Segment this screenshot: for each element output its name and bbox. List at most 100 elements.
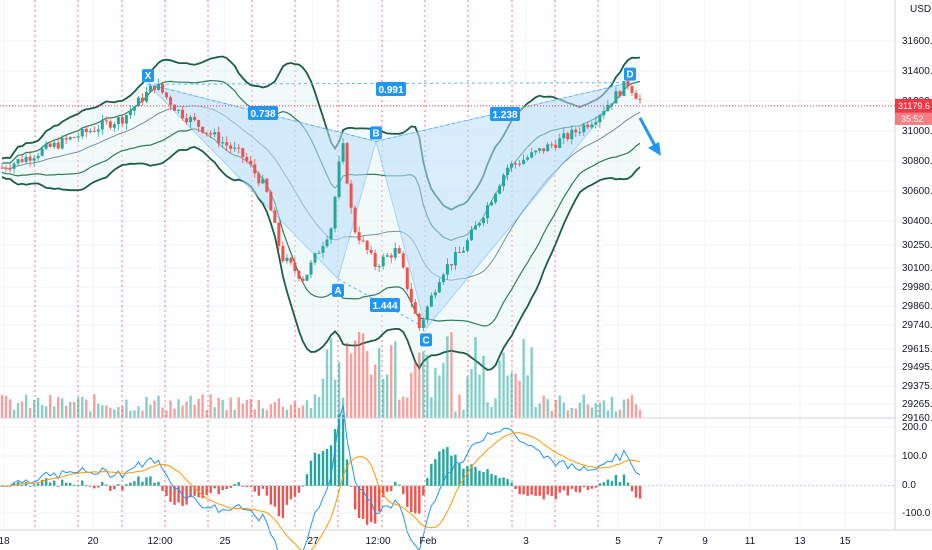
candle-body xyxy=(161,84,165,93)
candle-body xyxy=(401,253,405,268)
candle-body xyxy=(558,138,562,148)
volume-bar xyxy=(390,345,393,418)
volume-bar xyxy=(277,398,281,418)
histogram-bar xyxy=(77,484,80,486)
histogram-bar xyxy=(410,485,413,513)
volume-bar xyxy=(137,406,140,418)
point-label-x: X xyxy=(145,71,152,82)
candle-body xyxy=(490,202,494,206)
volume-bar xyxy=(181,405,184,418)
volume-bar xyxy=(630,394,634,418)
candle-body xyxy=(465,240,469,251)
candle-body xyxy=(630,86,634,93)
pattern-points[interactable]: X A B C D xyxy=(142,67,636,347)
candle-body xyxy=(273,210,277,223)
histogram-bar xyxy=(133,481,136,486)
candle-body xyxy=(357,232,361,241)
volume-bar xyxy=(462,409,465,418)
candle-body xyxy=(24,156,28,163)
candle-body xyxy=(181,109,185,119)
time-tick-label: 7 xyxy=(657,536,663,547)
volume-bar xyxy=(450,332,453,418)
volume-bar xyxy=(117,407,120,418)
histogram-bar xyxy=(60,479,64,486)
histogram-bar xyxy=(249,485,252,487)
histogram-bar xyxy=(514,485,517,490)
projection-arrow-head xyxy=(648,141,661,156)
candle-body xyxy=(586,124,590,128)
candle-body xyxy=(393,248,397,258)
price-tick-label: 31600.0 xyxy=(902,36,932,47)
histogram-bar xyxy=(474,466,477,486)
candle-body xyxy=(546,144,550,152)
volume-bar xyxy=(229,397,232,418)
histogram-bar xyxy=(426,477,429,486)
histogram-bar xyxy=(185,485,188,505)
candle-body xyxy=(622,81,626,97)
histogram-bar xyxy=(113,485,116,490)
volume-bar xyxy=(0,394,4,418)
candle-body xyxy=(88,130,92,133)
histogram-bar xyxy=(313,452,317,486)
histogram-bar xyxy=(365,485,369,525)
candle-body xyxy=(429,295,433,307)
pattern-ratio-line xyxy=(375,82,631,142)
volume-bar xyxy=(333,379,337,418)
volume-bar xyxy=(4,396,8,418)
histogram-bar xyxy=(269,485,273,505)
volume-bar xyxy=(125,399,128,418)
candle-body xyxy=(502,175,506,187)
histogram-bar xyxy=(305,474,309,486)
candle-body xyxy=(610,103,614,105)
volume-bar xyxy=(349,353,353,418)
histogram-bar xyxy=(442,449,445,486)
volume-bar xyxy=(626,398,630,418)
candle-body xyxy=(0,167,4,169)
candle-body xyxy=(453,252,457,266)
price-tick-label: 29860.0 xyxy=(902,301,932,312)
volume-bar xyxy=(201,394,204,418)
candle-body xyxy=(461,250,465,253)
candle-body xyxy=(285,257,289,262)
currency-label: USD xyxy=(910,4,931,15)
volume-bar xyxy=(185,401,188,418)
volume-bar xyxy=(602,400,606,418)
candle-body xyxy=(165,92,169,98)
volume-bar xyxy=(97,403,100,418)
candle-body xyxy=(305,274,309,281)
candle-body xyxy=(104,120,108,122)
histogram-bar xyxy=(510,482,513,486)
volume-bar xyxy=(614,411,618,418)
candle-body xyxy=(72,137,76,139)
candle-body xyxy=(221,142,225,144)
candle-body xyxy=(185,118,189,123)
candle-body xyxy=(112,124,116,128)
histogram-bar xyxy=(462,468,465,486)
histogram-bar xyxy=(498,478,501,486)
histogram-bar xyxy=(173,485,176,505)
histogram-bar xyxy=(566,485,569,496)
candle-body xyxy=(193,117,197,121)
volume-bar xyxy=(81,396,84,418)
volume-bar xyxy=(317,397,321,418)
last-price-value: 31179.6 xyxy=(898,101,930,111)
volume-bar xyxy=(221,400,224,418)
volume-bar xyxy=(554,399,557,418)
histogram-bar xyxy=(534,485,537,496)
histogram-bar xyxy=(394,481,397,486)
volume-bar xyxy=(44,406,48,418)
volume-bar xyxy=(558,395,561,418)
volume-bar xyxy=(353,340,357,418)
volume-bar xyxy=(578,402,582,418)
volume-bar xyxy=(586,404,590,418)
candle-body xyxy=(293,262,297,272)
histogram-bar xyxy=(321,450,325,486)
oscillator-tick-label: 100.0 xyxy=(902,451,927,462)
price-tick-label: 29495.0 xyxy=(902,362,932,373)
histogram-bar xyxy=(101,482,104,486)
volume-bar xyxy=(321,378,325,418)
volume-bar xyxy=(490,406,493,418)
histogram-bar xyxy=(406,485,409,507)
histogram-bar xyxy=(630,485,634,492)
